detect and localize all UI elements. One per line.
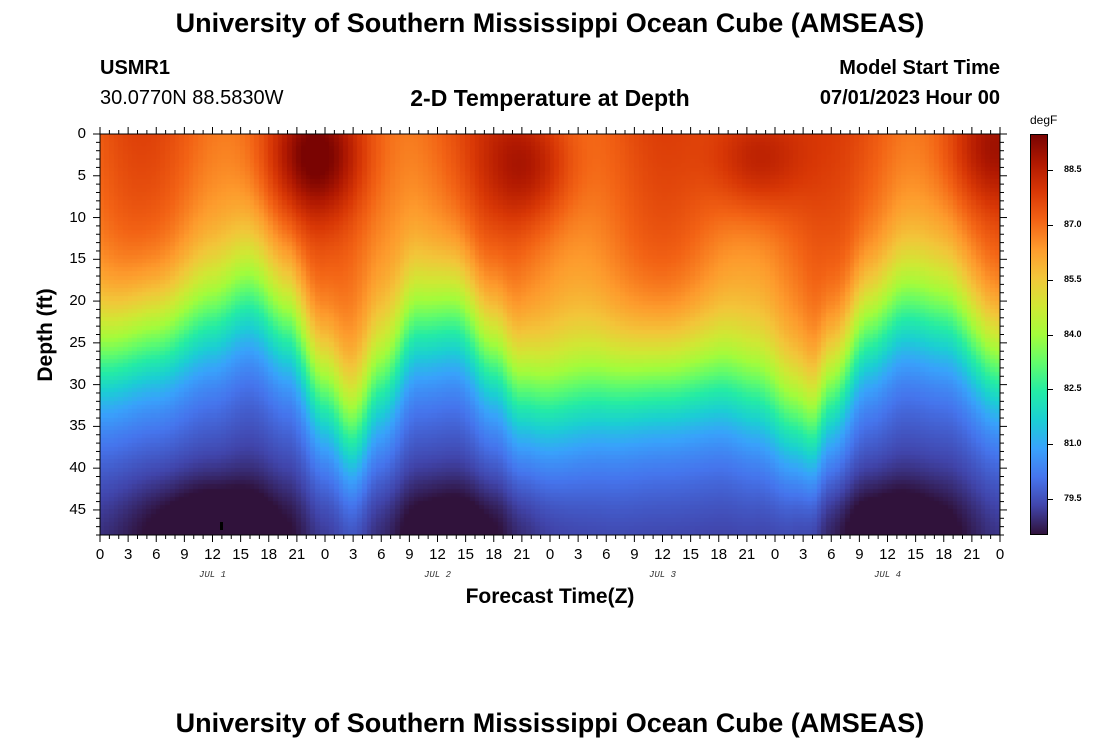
- x-tick-label: 3: [123, 546, 133, 563]
- colorbar-tick-label: 81.0: [1064, 437, 1082, 448]
- x-axis-label: Forecast Time(Z): [465, 585, 635, 608]
- x-tick-label: 0: [320, 546, 330, 563]
- y-tick-label: 10: [69, 208, 86, 226]
- x-tick-label: 6: [602, 546, 611, 563]
- heatmap-canvas: [100, 134, 1000, 535]
- station-id: USMR1: [100, 57, 171, 79]
- x-tick-label: 3: [348, 546, 358, 563]
- chart-subtitle: 2-D Temperature at Depth: [410, 85, 690, 111]
- colorbar-tick-label: 85.5: [1064, 273, 1082, 284]
- station-coords: 30.0770N 88.5830W: [100, 87, 284, 109]
- colorbar-tick-label: 87.0: [1064, 219, 1082, 230]
- x-tick-label: 12: [879, 546, 896, 563]
- x-tick-label: 3: [798, 546, 808, 563]
- y-tick-label: 35: [69, 417, 86, 435]
- x-tick-label: 6: [377, 546, 386, 563]
- colorbar-tick-label: 84.0: [1064, 328, 1082, 339]
- y-tick-label: 20: [69, 292, 86, 310]
- y-tick-label: 40: [69, 459, 86, 477]
- x-tick-label: 3: [573, 546, 583, 563]
- day-label: JUL 3: [648, 570, 677, 580]
- day-label: JUL 1: [198, 570, 227, 580]
- x-tick-label: 18: [935, 546, 953, 563]
- model-start-value: 07/01/2023 Hour 00: [819, 87, 1000, 109]
- x-tick-label: 15: [682, 546, 699, 563]
- x-tick-label: 15: [907, 546, 924, 563]
- heatmap-bar-mark: [220, 522, 223, 530]
- heatmap-area: [100, 134, 1000, 535]
- day-label: JUL 2: [423, 570, 452, 580]
- y-tick-label: 25: [69, 333, 86, 351]
- x-tick-label: 0: [995, 546, 1005, 563]
- colorbar-tick: [1048, 170, 1053, 172]
- colorbar-tick: [1048, 334, 1053, 336]
- y-tick-label: 0: [77, 125, 86, 142]
- chart-title: University of Southern Mississippi Ocean…: [175, 8, 925, 38]
- x-tick-label: 12: [204, 546, 221, 563]
- x-tick-label: 9: [405, 546, 414, 563]
- x-tick-label: 12: [429, 546, 446, 563]
- y-tick-label: 45: [69, 500, 86, 518]
- y-tick-label: 5: [77, 166, 86, 184]
- colorbar-tick: [1048, 498, 1053, 500]
- colorbar-tick: [1048, 225, 1053, 227]
- colorbar-units: degF: [1030, 113, 1058, 127]
- x-tick-label: 6: [152, 546, 161, 563]
- y-axis-label: Depth (ft): [34, 288, 57, 382]
- x-tick-label: 21: [513, 546, 531, 563]
- day-label: JUL 4: [873, 570, 902, 580]
- colorbar-tick-label: 82.5: [1064, 383, 1082, 394]
- x-tick-label: 9: [180, 546, 189, 563]
- y-tick-label: 15: [69, 250, 86, 268]
- x-tick-label: 18: [710, 546, 728, 563]
- colorbar-tick: [1048, 389, 1053, 391]
- x-tick-label: 12: [654, 546, 671, 563]
- x-tick-label: 9: [630, 546, 639, 563]
- x-tick-label: 0: [770, 546, 780, 563]
- x-tick-label: 15: [232, 546, 249, 563]
- x-tick-label: 21: [963, 546, 981, 563]
- colorbar-tick: [1048, 443, 1053, 445]
- x-tick-label: 0: [95, 546, 105, 563]
- model-start-label: Model Start Time: [839, 57, 1000, 79]
- y-tick-label: 30: [69, 375, 86, 393]
- footer-title: University of Southern Mississippi Ocean…: [175, 708, 925, 738]
- colorbar-tick-label: 79.5: [1064, 492, 1082, 503]
- plot-frame: [99, 133, 1001, 536]
- x-tick-label: 15: [457, 546, 474, 563]
- x-tick-label: 18: [485, 546, 503, 563]
- colorbar-tick-label: 88.5: [1064, 164, 1082, 175]
- x-tick-label: 6: [827, 546, 836, 563]
- colorbar-tick: [1048, 279, 1053, 281]
- x-tick-label: 18: [260, 546, 278, 563]
- x-tick-label: 9: [855, 546, 864, 563]
- x-tick-label: 0: [545, 546, 555, 563]
- x-tick-label: 21: [738, 546, 756, 563]
- x-tick-label: 21: [288, 546, 306, 563]
- colorbar: [1030, 134, 1048, 535]
